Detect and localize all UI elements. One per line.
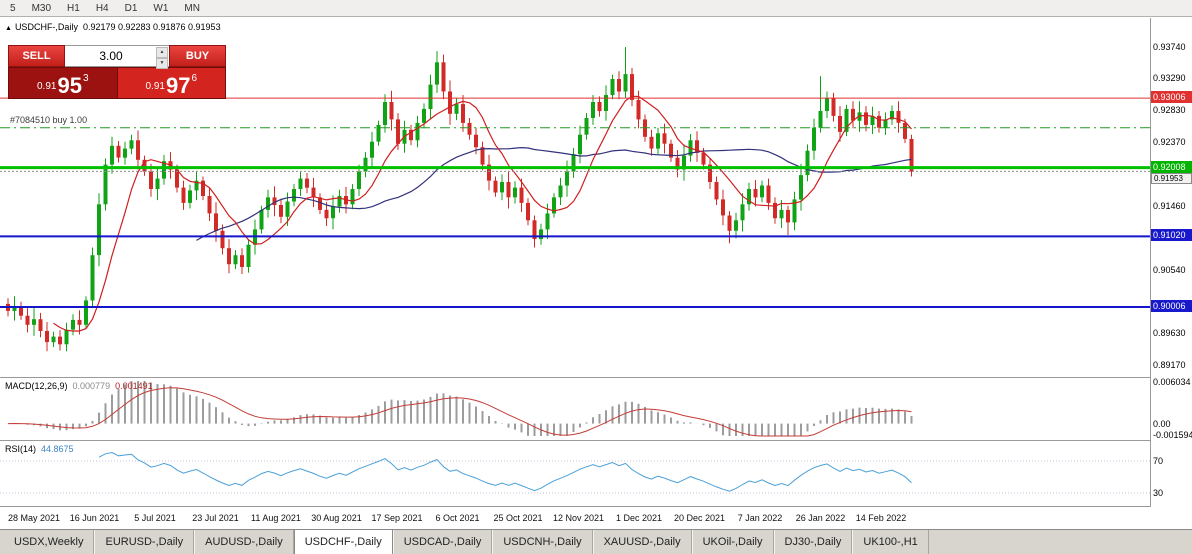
ask-price-pipette: 6 <box>191 73 197 84</box>
ma-slow-line <box>196 146 912 241</box>
date-label: 30 Aug 2021 <box>311 513 362 523</box>
date-label: 28 May 2021 <box>7 513 61 523</box>
timeframe-w1[interactable]: W1 <box>153 2 169 14</box>
candlesticks <box>6 47 914 352</box>
date-label: 5 Jul 2021 <box>134 513 176 523</box>
open-position-label: #7084510 buy 1.00 <box>10 114 88 125</box>
volume-spinner: ▲ ▼ <box>156 47 168 69</box>
timeframe-mn[interactable]: MN <box>184 2 200 14</box>
macd-signal-value: 0.001491 <box>115 381 153 391</box>
timeframe-toolbar: 5 M30 H1 H4 D1 W1 MN <box>0 0 1192 17</box>
chart-ohlc-values: 0.92179 0.92283 0.91876 0.91953 <box>82 22 221 32</box>
date-label: 17 Sep 2021 <box>371 513 423 523</box>
chart-tab-dj30-daily[interactable]: DJ30-,Daily <box>773 530 853 554</box>
ask-price-display[interactable]: 0.91 97 6 <box>116 67 226 99</box>
date-label: 11 Aug 2021 <box>251 513 301 523</box>
date-label: 26 Jan 2022 <box>795 513 846 523</box>
macd-signal-line <box>7 387 912 437</box>
price-axis-label: 0.89630 <box>1153 328 1186 339</box>
macd-axis-label: -0.001594 <box>1153 429 1192 440</box>
timeframe-d1[interactable]: D1 <box>124 2 138 14</box>
date-label: 25 Oct 2021 <box>493 513 543 523</box>
chart-tab-ukoil-daily[interactable]: UKOil-,Daily <box>691 530 774 554</box>
date-axis: 28 May 2021 16 Jun 2021 5 Jul 2021 23 Jul 2… <box>0 507 1150 529</box>
chart-tab-audusd-daily[interactable]: AUDUSD-,Daily <box>194 530 294 554</box>
price-tag-0.91020: 0.91020 <box>1151 229 1192 242</box>
buy-button[interactable]: BUY <box>169 45 226 67</box>
volume-increase-button[interactable]: ▲ <box>156 47 168 58</box>
chart-tab-usdx-weekly[interactable]: USDX,Weekly <box>4 530 95 554</box>
rsi-axis-label: 30 <box>1153 488 1164 498</box>
price-axis-label: 0.91460 <box>1153 200 1186 211</box>
price-tag-0.90006: 0.90006 <box>1151 299 1192 312</box>
rsi-indicator-label: RSI(14) 44.8675 <box>5 444 74 454</box>
bid-price-pipette: 3 <box>82 73 89 84</box>
volume-input[interactable] <box>65 46 169 66</box>
ask-price-prefix: 0.91 <box>145 81 165 92</box>
date-label: 7 Jan 2022 <box>737 513 783 523</box>
volume-decrease-button[interactable]: ▼ <box>156 58 168 69</box>
chart-symbol-period: USDCHF-,Daily <box>14 22 78 32</box>
panel-separator <box>0 377 1192 378</box>
rsi-line <box>98 451 912 492</box>
price-tag-0.93006: 0.93006 <box>1151 91 1192 104</box>
date-label: 14 Feb 2022 <box>855 513 907 523</box>
chart-tab-usdcnh-daily[interactable]: USDCNH-,Daily <box>492 530 593 554</box>
rsi-name: RSI(14) <box>5 444 37 454</box>
sell-button[interactable]: SELL <box>8 45 65 67</box>
ma-fast-line <box>53 95 912 332</box>
date-label: 20 Dec 2021 <box>673 513 726 523</box>
macd-axis-label: 0.00 <box>1153 418 1171 429</box>
macd-histogram <box>13 381 913 436</box>
panel-separator <box>0 506 1192 507</box>
date-label: 12 Nov 2021 <box>552 513 605 523</box>
chart-tab-uk100-h1[interactable]: UK100-,H1 <box>852 530 929 554</box>
rsi-value: 44.8675 <box>41 444 74 454</box>
macd-main-value: 0.000779 <box>72 381 111 391</box>
volume-field: ▲ ▼ <box>65 45 169 69</box>
price-axis-label: 0.93290 <box>1153 73 1186 84</box>
chart-tab-xauusd-daily[interactable]: XAUUSD-,Daily <box>592 530 692 554</box>
price-tag-0.92008: 0.92008 <box>1151 160 1192 173</box>
macd-name: MACD(12,26,9) <box>5 381 68 391</box>
date-label: 6 Oct 2021 <box>435 513 480 523</box>
chart-title: ▲ USDCHF-,Daily 0.92179 0.92283 0.91876 0.… <box>5 22 221 32</box>
timeframe-5[interactable]: 5 <box>10 2 16 14</box>
chart-symbol-icon: ▲ <box>5 25 12 32</box>
macd-indicator-label: MACD(12,26,9) 0.000779 0.001491 <box>5 381 153 391</box>
one-click-trade-widget: SELL ▲ ▼ BUY 0.91 95 3 0.91 97 6 <box>8 45 226 99</box>
price-tag-0.91953: 0.91953 <box>1151 173 1192 185</box>
timeframe-h1[interactable]: H1 <box>67 2 80 14</box>
price-axis-label: 0.89170 <box>1153 360 1186 371</box>
price-axis-column: 0.93740 0.93290 0.92830 0.92370 0.91460 0.905… <box>1150 18 1192 507</box>
price-axis-label: 0.92370 <box>1153 137 1186 148</box>
price-axis-label: 0.90540 <box>1153 264 1186 275</box>
date-label: 1 Dec 2021 <box>615 513 663 523</box>
bid-price-big-digits: 95 <box>57 73 82 98</box>
bid-price-display[interactable]: 0.91 95 3 <box>8 67 117 99</box>
ask-price-big-digits: 97 <box>165 73 191 98</box>
bid-price-prefix: 0.91 <box>36 81 57 92</box>
chart-tab-eurusd-daily[interactable]: EURUSD-,Daily <box>94 530 195 554</box>
chart-tab-bar: USDX,Weekly EURUSD-,Daily AUDUSD-,Daily USD… <box>0 529 1192 554</box>
timeframe-m30[interactable]: M30 <box>31 2 52 14</box>
date-label: 23 Jul 2021 <box>192 513 239 523</box>
macd-panel-canvas <box>0 378 1150 440</box>
macd-axis-label: 0.006034 <box>1153 377 1191 388</box>
price-axis-label: 0.93740 <box>1153 41 1186 52</box>
panel-separator <box>0 440 1192 441</box>
date-label: 16 Jun 2021 <box>69 513 120 523</box>
chart-tab-usdcad-daily[interactable]: USDCAD-,Daily <box>392 530 493 554</box>
price-axis-label: 0.92830 <box>1153 105 1186 116</box>
rsi-axis-label: 70 <box>1153 456 1164 466</box>
rsi-panel-canvas <box>0 441 1150 506</box>
timeframe-h4[interactable]: H4 <box>95 2 109 14</box>
chart-tab-usdchf-daily[interactable]: USDCHF-,Daily <box>293 530 393 554</box>
